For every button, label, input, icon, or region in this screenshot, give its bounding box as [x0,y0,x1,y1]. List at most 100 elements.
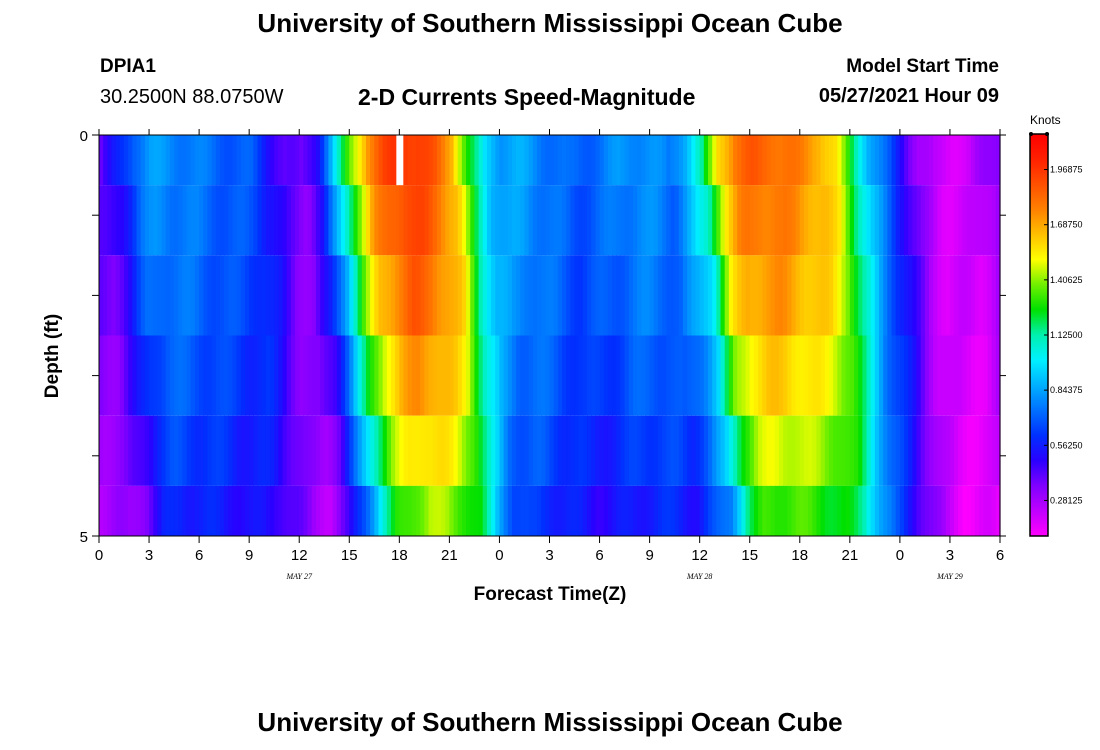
heatmap-cell [691,335,697,416]
heatmap-cell [290,415,296,486]
heatmap-cell [119,255,125,336]
heatmap-cell [103,485,108,537]
heatmap-cell [295,135,300,186]
heatmap-cell [741,255,747,336]
heatmap-cell [107,255,113,336]
heatmap-cell [240,335,246,416]
heatmap-cell [332,485,338,537]
heatmap-cell [904,135,909,186]
heatmap-cell [461,485,467,537]
heatmap-cell [482,185,488,256]
heatmap-cell [762,335,768,416]
heatmap-cell [407,415,413,486]
heatmap-cell [532,135,538,186]
heatmap-cell [311,135,317,186]
heatmap-cell [904,335,909,416]
heatmap-cell [524,335,530,416]
heatmap-cell [920,335,926,416]
heatmap-cell [324,335,330,416]
heatmap-cell [837,485,843,537]
heatmap-cell [491,255,496,336]
heatmap-cell [557,485,563,537]
date-label: MAY 29 [936,572,963,581]
heatmap-cell [282,135,288,186]
heatmap-cell [933,185,939,256]
heatmap-cell [791,135,797,186]
heatmap-cell [407,255,413,336]
heatmap-cell [219,335,225,416]
heatmap-cell [908,185,913,256]
heatmap-cell [566,485,571,537]
heatmap-cell [632,415,638,486]
heatmap-cell [257,485,263,537]
heatmap-cell [783,135,788,186]
heatmap-cell [874,185,880,256]
heatmap-cell [299,135,304,186]
heatmap-cell [332,255,338,336]
heatmap-cell [578,255,584,336]
heatmap-cell [411,135,417,186]
y-tick-label: 0 [80,128,88,145]
heatmap-cell [854,415,859,486]
heatmap-cell [929,485,934,537]
heatmap-cell [787,255,793,336]
heatmap-cell [445,415,450,486]
heatmap-cell [962,135,968,186]
colorbar-tick-label: 1.68750 [1050,220,1083,230]
heatmap-cell [482,255,488,336]
heatmap-cell [470,335,476,416]
heatmap-cell [870,255,876,336]
heatmap-cell [799,485,805,537]
heatmap-cell [612,255,617,336]
heatmap-cell [115,415,121,486]
heatmap-cell [461,335,467,416]
heatmap-cell [290,335,296,416]
heatmap-cell [174,335,179,416]
heatmap-cell [336,335,342,416]
heatmap-cell [620,255,626,336]
heatmap-cell [991,485,997,537]
heatmap-cell [182,185,188,256]
heatmap-cell [249,135,254,186]
heatmap-cell [149,255,154,336]
heatmap-cell [345,335,350,416]
heatmap-cell [520,485,526,537]
heatmap-cell [966,135,972,186]
heatmap-cell [236,485,242,537]
x-tick-label: 15 [341,547,358,564]
heatmap-cell [178,185,184,256]
heatmap-cell [695,485,701,537]
heatmap-cell [557,135,563,186]
heatmap-cell [232,415,238,486]
heatmap-cell [449,135,455,186]
heatmap-cell [691,185,697,256]
heatmap-cell [416,485,421,537]
y-tick-label: 5 [80,529,88,546]
colorbar: 0.28125 0.56250 0.84375 1.12500 1.40625 1.687… [1029,132,1083,537]
heatmap-cell [712,185,717,256]
heatmap-cell [682,485,688,537]
heatmap-cell [612,415,617,486]
heatmap-cell [595,135,601,186]
heatmap-cell [649,335,655,416]
heatmap-cell [703,415,709,486]
heatmap-cell [833,415,838,486]
heatmap-cell [628,335,634,416]
heatmap-cell [482,485,488,537]
heatmap-cell [278,335,284,416]
heatmap-cell [132,415,138,486]
heatmap-cell [662,255,667,336]
heatmap-cell [441,485,446,537]
heatmap-cell [595,335,601,416]
heatmap-cell [211,335,217,416]
heatmap-cell [320,335,325,416]
heatmap-cell [866,185,872,256]
heatmap-cell [716,135,722,186]
heatmap-cell [211,185,217,256]
heatmap-cell [357,335,363,416]
heatmap-cell [607,335,613,416]
heatmap-cell [207,335,213,416]
heatmap-cell [511,135,517,186]
heatmap-cell [174,415,179,486]
heatmap-cell [486,185,492,256]
